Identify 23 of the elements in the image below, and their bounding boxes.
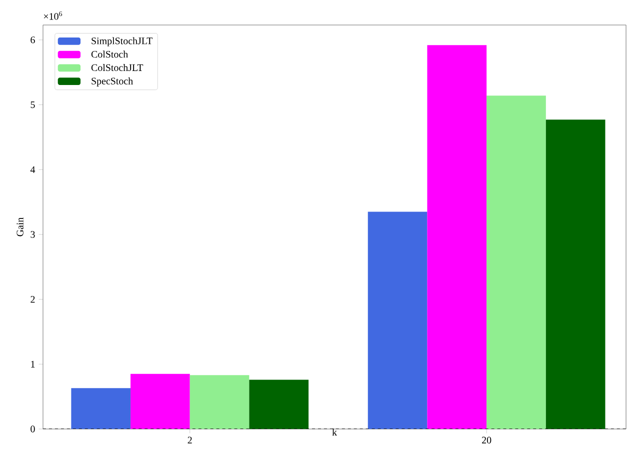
y-tick-label: 2 (30, 296, 35, 303)
bar (486, 96, 546, 429)
bar (130, 374, 190, 429)
y-tick-label: 1 (31, 360, 35, 368)
legend-label: SpecStoch (92, 77, 133, 86)
y-tick-label: 6 (30, 36, 35, 44)
legend-label: ColStochJLT (91, 64, 144, 72)
bar (427, 45, 487, 429)
y-tick-label: 3 (30, 231, 35, 238)
legend-label: SimplStochJLT (92, 37, 153, 46)
y-tick-label: 5 (30, 101, 35, 108)
bar (71, 388, 131, 429)
legend-label: ColStoch (91, 50, 128, 58)
x-tick-label: 20 (482, 436, 492, 444)
y-tick-label: 0 (30, 426, 35, 432)
bar (190, 375, 250, 429)
y-tick-label: 4 (30, 166, 36, 173)
x-axis-title: k (332, 428, 337, 436)
bar (546, 120, 606, 429)
y-axis-title: Gain (16, 217, 24, 236)
bar (368, 212, 428, 429)
bar (249, 380, 309, 429)
text: ×10$^{6}$ (44, 11, 62, 20)
